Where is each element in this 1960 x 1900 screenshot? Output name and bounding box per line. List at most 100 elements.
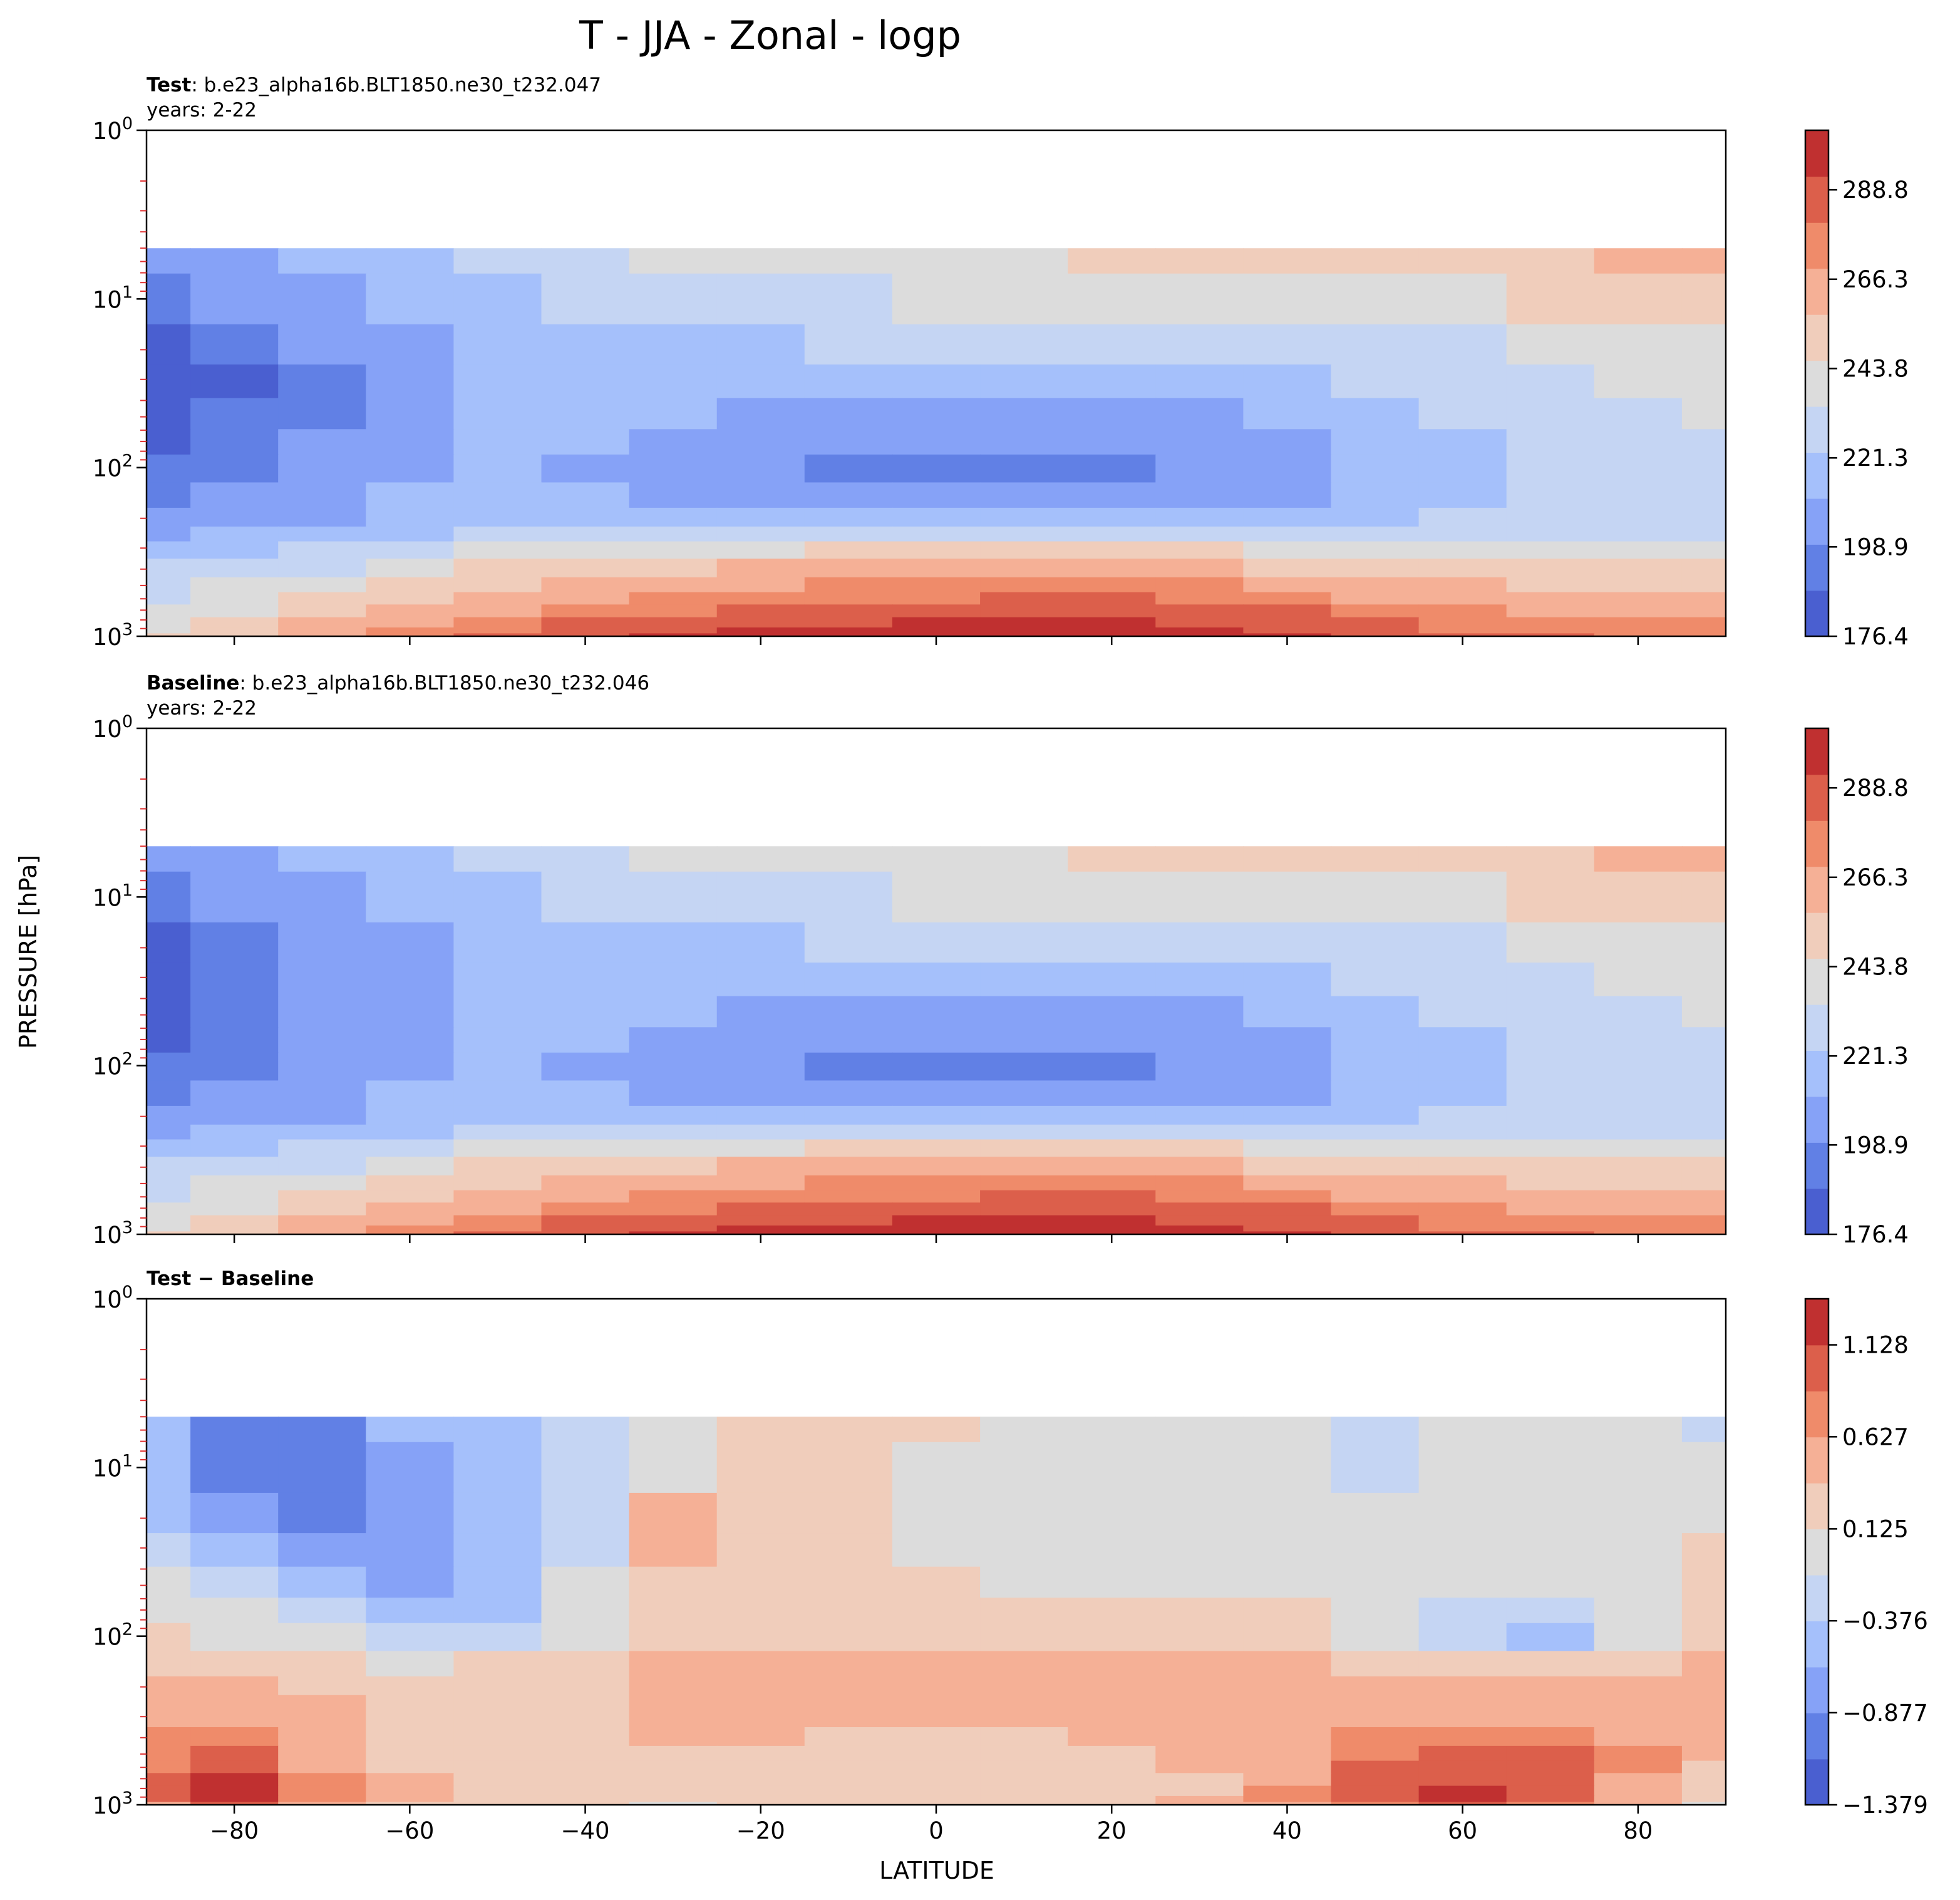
contour-cell [804, 592, 893, 606]
contour-cell [1594, 963, 1683, 997]
contour-cell [147, 1773, 191, 1787]
contour-cell [366, 963, 455, 997]
contour-cell [1068, 1785, 1157, 1797]
colorbar-segment [1805, 866, 1828, 913]
contour-cell [892, 846, 981, 872]
colorbar-segment [1805, 1758, 1828, 1805]
contour-cell [147, 604, 191, 618]
contour-cell [1506, 1157, 1595, 1176]
contour-cell [190, 429, 279, 455]
contour-cell [1506, 846, 1595, 872]
contour-cell [1506, 627, 1595, 634]
colorbar-segment [1805, 1345, 1828, 1391]
contour-cell [1506, 1745, 1595, 1762]
contour-cell [1681, 482, 1726, 509]
contour-cell [1243, 1651, 1332, 1677]
contour-cell [629, 846, 718, 872]
contour-cell [1681, 1566, 1726, 1599]
contour-cell [980, 1598, 1068, 1624]
contour-cell [366, 1157, 455, 1176]
contour-cell [804, 398, 893, 430]
contour-cell [1155, 248, 1244, 274]
contour-cell [1506, 604, 1595, 618]
contour-cell [1681, 541, 1726, 559]
contour-cell [716, 273, 805, 325]
contour-cell [278, 364, 367, 399]
contour-cell [147, 364, 191, 399]
contour-cell [1681, 1745, 1726, 1762]
colorbar-segment [1805, 958, 1828, 1005]
contour-cell [190, 1492, 279, 1534]
contour-cell [804, 1785, 893, 1797]
contour-cell [1243, 1215, 1332, 1226]
contour-cell [1331, 627, 1420, 634]
contour-cell [278, 617, 367, 628]
contour-cell [980, 541, 1068, 559]
panels: 100 101 102 103 Test: b.e23_alpha16b.BLT1850… [93, 74, 1928, 1844]
contour-cell [1681, 1623, 1726, 1652]
colorbar-segment [1805, 728, 1828, 775]
contour-cell [366, 617, 455, 628]
contour-cell [980, 627, 1068, 634]
contour-cell [980, 592, 1068, 606]
contour-cell [1068, 1215, 1157, 1226]
contour-cell [1681, 604, 1726, 618]
contour-cell [1594, 1225, 1683, 1232]
contour-cell [1243, 1027, 1332, 1053]
contour-cell [980, 454, 1068, 483]
contour-cell [190, 1785, 279, 1797]
contour-cell [1243, 1676, 1332, 1696]
contour-cell [629, 633, 718, 637]
contour-cell [1068, 1157, 1157, 1176]
contour-cell [453, 324, 542, 365]
contour-cell [1594, 617, 1683, 628]
contour-cell [716, 1566, 805, 1599]
contour-cell [278, 1651, 367, 1677]
contour-cell [1506, 1727, 1595, 1747]
contour-cell [1594, 454, 1683, 483]
contour-cell [1506, 1676, 1595, 1696]
contour-cell [1068, 1760, 1157, 1774]
contour-cell [147, 1795, 191, 1803]
contour-cell [541, 577, 630, 593]
contour-cell [453, 1105, 542, 1125]
contour-cell [366, 1190, 455, 1204]
contour-cell [716, 604, 805, 618]
panel-subtitle: Baseline: b.e23_alpha16b.BLT1850.ne30_t2… [147, 672, 649, 694]
contour-cell [1506, 1442, 1595, 1494]
contour-cell [629, 1215, 718, 1226]
contour-cell [147, 1676, 191, 1696]
contour-cell [147, 1231, 191, 1235]
contour-cell [1506, 364, 1595, 399]
contour-cell [147, 617, 191, 628]
contour-cell [892, 1080, 981, 1107]
contour-cell [1243, 429, 1332, 455]
contour-cell [190, 1052, 279, 1082]
contour-cell [1418, 324, 1507, 365]
contour-cell [716, 1533, 805, 1567]
contour-cell [1681, 398, 1726, 430]
contour-cell [453, 1225, 542, 1232]
colorbar-segment [1805, 222, 1828, 269]
contour-cell [278, 1417, 367, 1443]
contour-cell [366, 1566, 455, 1599]
contour-cell [1331, 1215, 1420, 1226]
contour-cell [1068, 1598, 1157, 1624]
contour-cell [190, 1080, 279, 1107]
contour-cell [716, 1052, 805, 1082]
contour-cell [1681, 617, 1726, 628]
contour-cell [1681, 1785, 1726, 1797]
contour-cell [892, 541, 981, 559]
contour-cell [1681, 1215, 1726, 1226]
colorbar-frame [1804, 1298, 1830, 1806]
contour-cell [1155, 1676, 1244, 1696]
contour-cell [892, 454, 981, 483]
contour-cell [1155, 1785, 1244, 1797]
contour-cell [1068, 482, 1157, 509]
contour-cell [980, 1802, 1068, 1805]
contour-cell [1243, 1533, 1332, 1567]
contour-cell [1418, 633, 1507, 637]
contour-cell [1418, 963, 1507, 997]
contour-cell [190, 996, 279, 1028]
x-tick-label: −60 [385, 1817, 434, 1844]
